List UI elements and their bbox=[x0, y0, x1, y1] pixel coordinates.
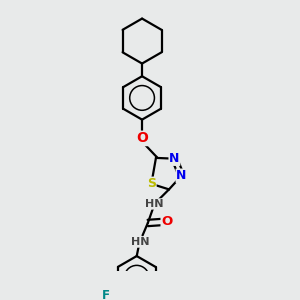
Text: N: N bbox=[176, 169, 187, 182]
Text: S: S bbox=[147, 177, 156, 190]
Text: HN: HN bbox=[131, 237, 149, 247]
Text: O: O bbox=[136, 131, 148, 146]
Text: F: F bbox=[102, 289, 110, 300]
Text: HN: HN bbox=[145, 199, 164, 209]
Text: O: O bbox=[161, 215, 172, 228]
Text: N: N bbox=[169, 152, 180, 165]
